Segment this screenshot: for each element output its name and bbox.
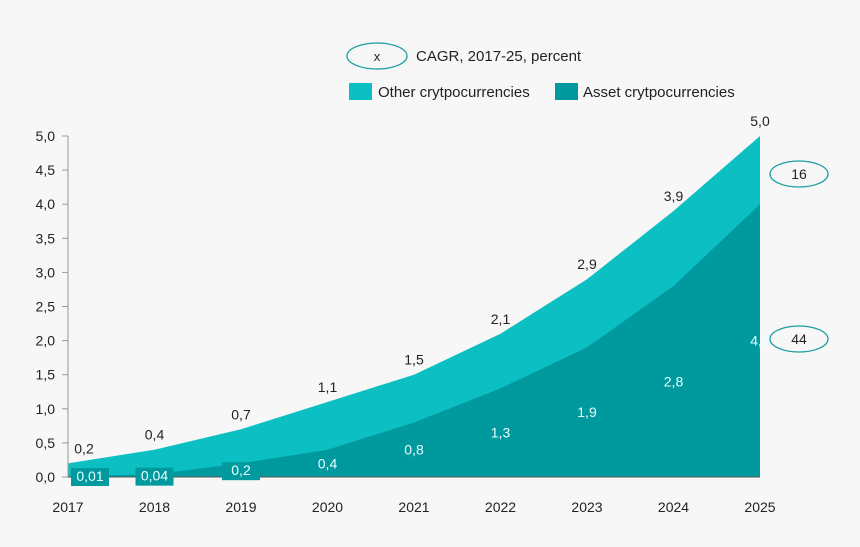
total-label: 1,5 bbox=[404, 352, 424, 368]
asset-label: 0,2 bbox=[231, 462, 251, 478]
legend-swatch-asset bbox=[555, 83, 578, 100]
y-tick-label: 3,0 bbox=[36, 264, 56, 280]
cagr-ellipse bbox=[346, 42, 408, 70]
legend-swatch-other bbox=[349, 83, 372, 100]
asset-label: 1,9 bbox=[577, 404, 597, 420]
asset-label: 1,3 bbox=[491, 425, 511, 441]
area-asset bbox=[68, 204, 760, 477]
asset-label: 0,8 bbox=[404, 442, 424, 458]
y-tick-label: 2,5 bbox=[36, 299, 56, 315]
cagr-value-asset: 44 bbox=[791, 331, 807, 347]
asset-label-box bbox=[71, 468, 109, 486]
x-tick-label: 2023 bbox=[571, 499, 602, 515]
y-tick-label: 5,0 bbox=[36, 128, 56, 144]
y-tick-label: 4,5 bbox=[36, 162, 56, 178]
asset-label: 0,01 bbox=[76, 468, 103, 484]
y-tick-label: 1,5 bbox=[36, 367, 56, 383]
total-label: 2,1 bbox=[491, 311, 511, 327]
y-tick-label: 1,0 bbox=[36, 401, 56, 417]
legend-label-other: Other crytpocurrencies bbox=[378, 84, 530, 101]
cagr-badge-other: 16 bbox=[769, 160, 829, 188]
x-tick-label: 2024 bbox=[658, 499, 689, 515]
asset-label: 4,0 bbox=[750, 333, 770, 349]
cagr-badge-asset: 44 bbox=[769, 325, 829, 353]
total-label: 0,7 bbox=[231, 406, 251, 422]
cagr-symbol: x bbox=[374, 49, 381, 64]
cagr-legend: x CAGR, 2017-25, percent bbox=[346, 42, 582, 70]
x-tick-label: 2018 bbox=[139, 499, 170, 515]
asset-label: 0,04 bbox=[141, 468, 168, 484]
x-tick-label: 2019 bbox=[225, 499, 256, 515]
legend-label-asset: Asset crytpocurrencies bbox=[583, 84, 735, 101]
total-label: 1,1 bbox=[318, 379, 338, 395]
x-tick-label: 2017 bbox=[52, 499, 83, 515]
cagr-ellipse-other bbox=[769, 160, 829, 188]
x-tick-label: 2022 bbox=[485, 499, 516, 515]
total-label: 0,2 bbox=[74, 440, 94, 456]
legend: Other crytpocurrencies Asset crytpocurre… bbox=[349, 83, 735, 101]
x-tick-label: 2025 bbox=[744, 499, 775, 515]
asset-label-box bbox=[222, 462, 260, 481]
cagr-value-other: 16 bbox=[791, 166, 807, 182]
y-tick-label: 3,5 bbox=[36, 230, 56, 246]
total-label: 3,9 bbox=[664, 188, 684, 204]
y-tick-label: 4,0 bbox=[36, 196, 56, 212]
y-tick-label: 0,5 bbox=[36, 435, 56, 451]
total-label: 0,4 bbox=[145, 427, 165, 443]
total-label: 2,9 bbox=[577, 256, 597, 272]
asset-label: 0,4 bbox=[318, 455, 338, 471]
asset-label-box bbox=[135, 467, 174, 486]
y-tick-label: 2,0 bbox=[36, 333, 56, 349]
y-tick-label: 0,0 bbox=[36, 469, 56, 485]
asset-label: 2,8 bbox=[664, 374, 684, 390]
cagr-ellipse-asset bbox=[769, 325, 829, 353]
x-tick-label: 2020 bbox=[312, 499, 343, 515]
x-tick-label: 2021 bbox=[398, 499, 429, 515]
cagr-legend-text: CAGR, 2017-25, percent bbox=[416, 48, 582, 65]
total-label: 5,0 bbox=[750, 113, 770, 129]
